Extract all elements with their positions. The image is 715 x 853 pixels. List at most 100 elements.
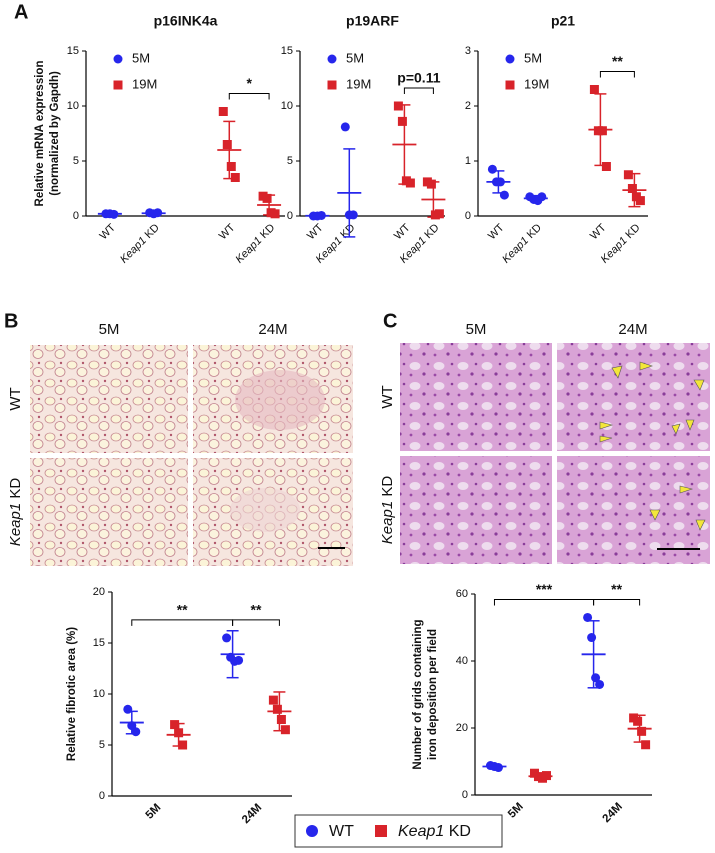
data-point [591, 673, 601, 683]
legend-marker [327, 80, 337, 90]
data-point [426, 179, 436, 189]
y-tick-label: 15 [93, 637, 105, 649]
x-tick-label: Keap1 KD [233, 222, 277, 266]
legend-marker [113, 54, 123, 64]
row-label: Keap1 KD [379, 476, 396, 545]
data-point [270, 209, 280, 219]
y-tick-label: 15 [281, 45, 293, 57]
data-point [405, 178, 415, 188]
x-tick-label: WT [588, 221, 609, 242]
y-tick-label: 15 [67, 45, 79, 57]
x-tick-label: 24M [240, 802, 264, 826]
x-tick-label: 24M [601, 801, 625, 825]
legend-marker [375, 825, 387, 837]
legend-label: WT [329, 823, 354, 840]
data-point [595, 679, 605, 689]
significance-label: *** [536, 581, 553, 597]
legend-label: 19M [132, 76, 157, 91]
x-tick-label: WT [392, 221, 413, 242]
column-label: 5M [466, 321, 487, 338]
x-tick-label: Keap1 KD [118, 222, 162, 266]
fibrosis [230, 488, 300, 532]
data-point [272, 704, 282, 714]
x-tick-label: Keap1 KD [500, 222, 544, 266]
micrograph [400, 343, 552, 451]
significance-bracket [131, 619, 234, 626]
significance-label: p=0.11 [397, 70, 440, 86]
data-point [541, 771, 551, 781]
legend-label: 5M [346, 50, 364, 65]
y-tick-label: 0 [99, 790, 105, 802]
data-point [597, 126, 607, 136]
data-point [589, 85, 599, 94]
data-point [623, 170, 633, 180]
y-axis-label: (normalized by Gapdh) [49, 71, 61, 196]
x-tick-label: 5M [506, 801, 526, 821]
y-axis-label: Number of grids containing [412, 619, 424, 769]
data-point [226, 162, 236, 171]
data-point [153, 208, 163, 218]
x-tick-label: WT [97, 221, 118, 242]
chart-title: p19ARF [346, 13, 399, 29]
data-point [131, 727, 141, 737]
legend-label: 19M [346, 76, 371, 91]
y-tick-label: 0 [73, 210, 79, 222]
significance-label: ** [612, 53, 623, 69]
column-label: 24M [258, 321, 287, 338]
data-point [348, 210, 358, 220]
column-label: 5M [99, 321, 120, 338]
y-tick-label: 10 [93, 688, 105, 700]
data-point [218, 107, 228, 116]
micrograph [400, 456, 552, 564]
data-point [495, 177, 505, 187]
data-point [276, 715, 286, 724]
data-point [340, 122, 350, 132]
panel-label: A [14, 1, 28, 23]
panel-label: C [383, 310, 397, 332]
legend-label: 5M [132, 50, 150, 65]
y-tick-label: 5 [287, 155, 293, 167]
significance-bracket [228, 93, 270, 100]
legend-marker [505, 80, 515, 90]
data-point [268, 695, 278, 705]
column-label: 24M [618, 321, 647, 338]
data-point [109, 209, 119, 219]
legend-marker [113, 80, 123, 90]
y-tick-label: 5 [99, 739, 105, 751]
data-point [499, 190, 509, 200]
significance-bracket [493, 598, 595, 606]
legend-label: 5M [524, 50, 542, 65]
panel-label: B [4, 310, 18, 332]
y-tick-label: 10 [67, 100, 79, 112]
data-point [316, 210, 326, 220]
data-point [234, 655, 244, 665]
y-tick-label: 2 [465, 100, 471, 112]
data-point [397, 116, 407, 126]
micrograph [557, 456, 710, 564]
y-tick-label: 1 [465, 155, 471, 167]
y-axis-label: Relative fibrotic area (%) [66, 627, 78, 761]
chart-title: p21 [551, 13, 575, 29]
y-tick-label: 0 [465, 210, 471, 222]
data-point [537, 192, 547, 202]
data-point [633, 716, 643, 726]
chart-title: p16INK4a [154, 13, 218, 29]
data-point [637, 726, 647, 736]
y-axis-label: Relative mRNA expression [34, 61, 46, 207]
significance-label: ** [251, 602, 262, 618]
row-label: WT [7, 387, 24, 410]
significance-bracket [232, 619, 280, 626]
y-axis-label: iron deposition per field [427, 629, 439, 760]
significance-bracket [403, 87, 434, 94]
y-tick-label: 60 [456, 588, 468, 600]
y-tick-label: 40 [456, 655, 468, 667]
y-tick-label: 20 [93, 586, 105, 598]
y-tick-label: 5 [73, 155, 79, 167]
significance-bracket [599, 71, 635, 78]
data-point [635, 196, 645, 206]
x-tick-label: WT [217, 221, 238, 242]
legend-marker [327, 54, 337, 64]
y-tick-label: 3 [465, 45, 471, 57]
